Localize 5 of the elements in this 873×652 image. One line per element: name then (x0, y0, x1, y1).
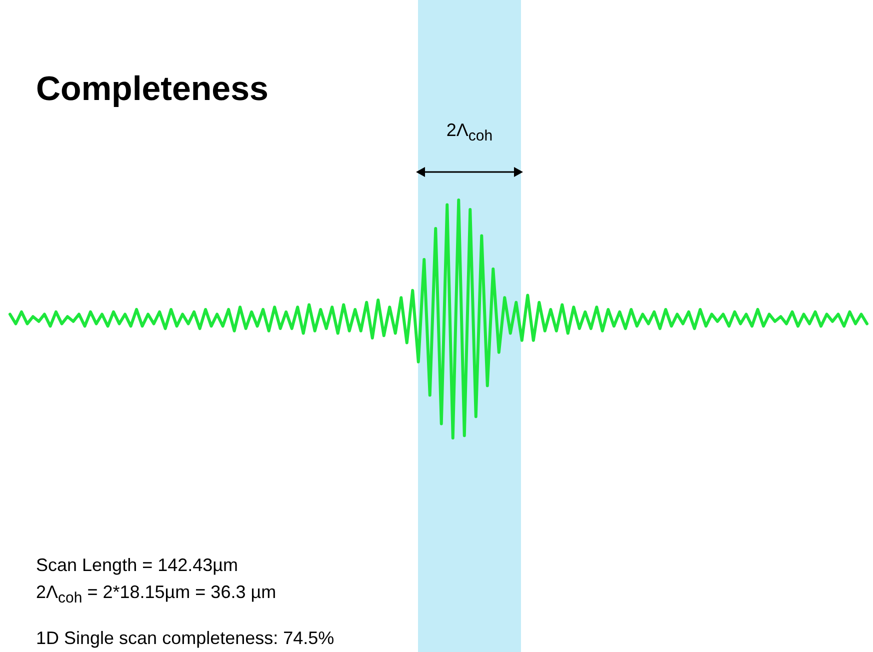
text: Scan Length = 142.43µm (36, 555, 238, 576)
chart-title: Completeness (36, 70, 268, 109)
text: 2Λ$_{coh}$ = 2*18.15µm = 36.3 µm (36, 582, 276, 607)
text: 1D Single scan completeness: 74.5% (36, 628, 334, 649)
text: 2Λ$_{coh}$ (446, 120, 493, 145)
